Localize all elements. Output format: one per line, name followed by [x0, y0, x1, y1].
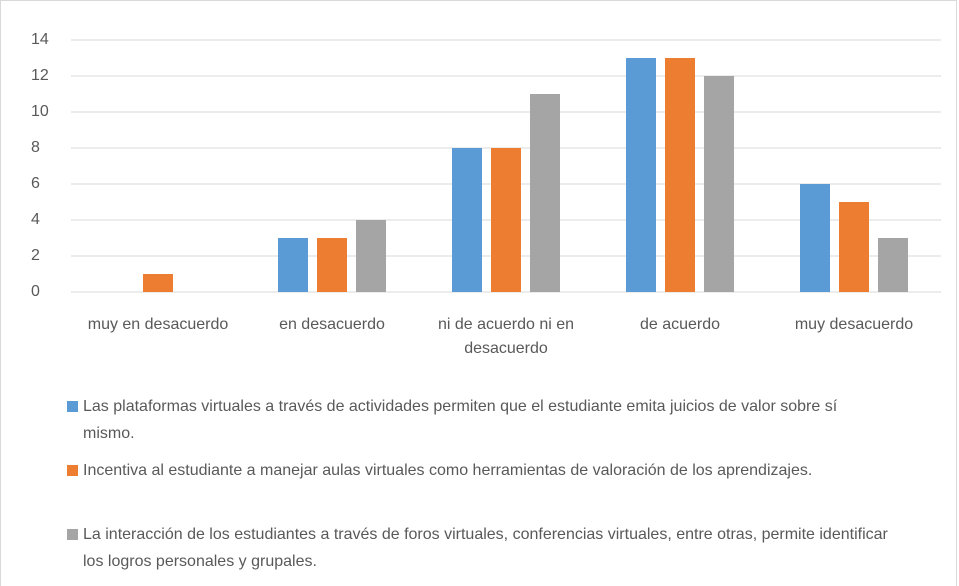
- bar: [704, 76, 734, 292]
- bar: [878, 238, 908, 292]
- y-tick-label: 2: [31, 247, 40, 264]
- legend-label: La interacción de los estudiantes a trav…: [83, 526, 888, 570]
- bar: [452, 148, 482, 292]
- y-tick-label: 4: [31, 211, 40, 228]
- legend-item: Incentiva al estudiante a manejar aulas …: [63, 457, 893, 484]
- x-tick-label: muy en desacuerdo: [87, 316, 229, 333]
- bar: [800, 184, 830, 292]
- legend-label: Las plataformas virtuales a través de ac…: [83, 398, 838, 442]
- legend-label: Incentiva al estudiante a manejar aulas …: [83, 462, 813, 479]
- bar: [665, 58, 695, 292]
- x-tick-label: muy desacuerdo: [794, 316, 914, 333]
- bar: [356, 220, 386, 292]
- bar: [491, 148, 521, 292]
- legend-item: Las plataformas virtuales a través de ac…: [63, 393, 893, 447]
- y-tick-label: 12: [31, 67, 49, 84]
- y-tick-label: 10: [31, 103, 49, 120]
- y-tick-label: 0: [31, 283, 40, 300]
- bar: [839, 202, 869, 292]
- bar: [317, 238, 347, 292]
- legend-swatch: [67, 401, 78, 412]
- bar: [626, 58, 656, 292]
- legend-swatch: [67, 465, 78, 476]
- y-tick-label: 6: [31, 175, 40, 192]
- y-tick-label: 14: [31, 31, 49, 48]
- legend-item: La interacción de los estudiantes a trav…: [63, 521, 893, 575]
- legend-swatch: [67, 529, 78, 540]
- bar: [278, 238, 308, 292]
- bar: [530, 94, 560, 292]
- x-tick-label: de acuerdo: [639, 316, 721, 333]
- bar: [143, 274, 173, 292]
- y-tick-label: 8: [31, 139, 40, 156]
- x-tick-label: ni de acuerdo ni en desacuerdo: [437, 316, 575, 357]
- x-tick-label: en desacuerdo: [279, 316, 385, 333]
